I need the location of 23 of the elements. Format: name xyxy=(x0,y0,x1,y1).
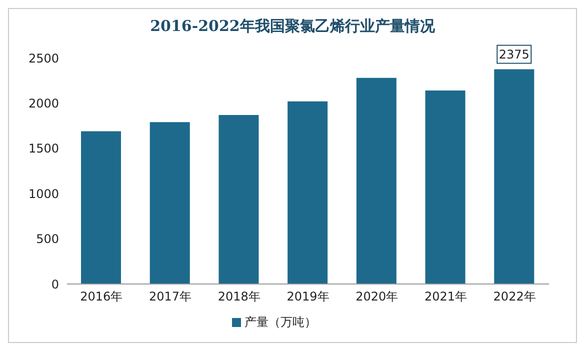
data-label: 2375 xyxy=(498,47,530,62)
x-tick-label: 2019年 xyxy=(286,290,330,304)
x-tick-label: 2022年 xyxy=(493,290,536,304)
y-tick-label: 500 xyxy=(36,232,59,246)
y-tick-label: 2500 xyxy=(28,51,59,66)
x-tick-label: 2021年 xyxy=(424,290,467,304)
x-tick-label: 2016年 xyxy=(80,290,123,304)
x-tick-label: 2017年 xyxy=(149,290,192,304)
bar xyxy=(356,78,396,284)
y-tick-label: 1000 xyxy=(28,186,59,201)
y-tick-label: 0 xyxy=(51,277,59,292)
y-tick-label: 1500 xyxy=(28,142,59,156)
bar xyxy=(494,69,534,284)
bar xyxy=(150,122,190,284)
bar xyxy=(425,90,466,284)
chart-title: 2016-2022年我国聚氯乙烯行业产量情况 xyxy=(149,17,436,36)
x-tick-label: 2020年 xyxy=(356,290,398,304)
bar xyxy=(81,131,121,284)
x-tick-label: 2018年 xyxy=(218,290,260,304)
y-tick-label: 2000 xyxy=(28,96,59,110)
bar xyxy=(218,114,259,284)
bar xyxy=(288,101,328,284)
legend-label: 产量（万吨） xyxy=(244,315,316,329)
